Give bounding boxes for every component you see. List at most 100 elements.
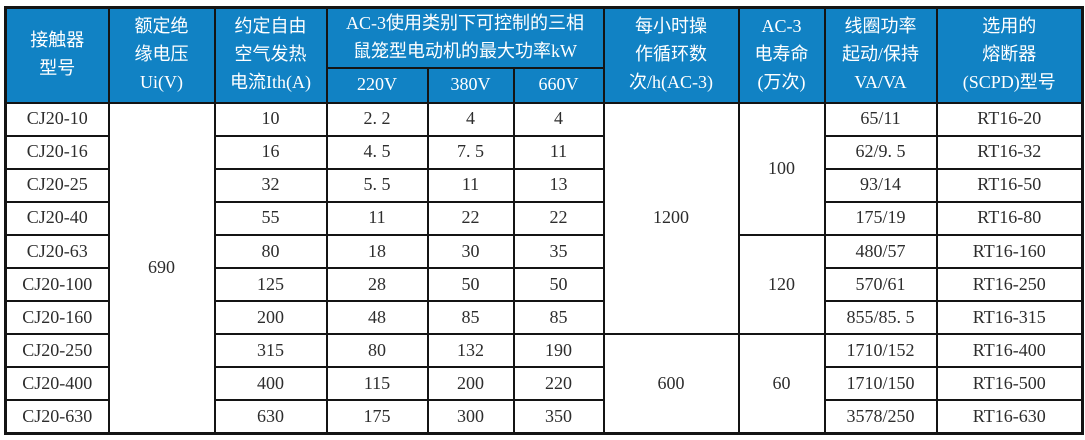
cell-p660: 350 — [512, 399, 605, 435]
contactor-spec-table: 接触器 型号 额定绝 缘电压 Ui(V) 约定自由 空气发热 电流Ith(A) … — [4, 6, 1085, 435]
cell-coil: 855/85. 5 — [823, 300, 938, 336]
cell-p380: 50 — [426, 266, 515, 303]
cell-fuse: RT16-315 — [935, 300, 1084, 336]
cell-p380: 200 — [426, 366, 515, 402]
cell-p380: 300 — [426, 399, 515, 435]
cell-ith: 80 — [213, 233, 328, 269]
table-row: CJ20-16 16 4. 5 7. 5 11 62/9. 5 RT16-32 — [4, 134, 1084, 170]
header-coil-power: 线圈功率 起动/保持 VA/VA — [823, 6, 938, 104]
cell-ith: 125 — [213, 266, 328, 303]
cell-cycles-600: 600 — [602, 333, 740, 435]
cell-p660: 4 — [512, 101, 605, 137]
cell-p220: 18 — [325, 233, 429, 269]
header-ac3-electrical-life: AC-3 电寿命 (万次) — [737, 6, 826, 104]
cell-p380: 7. 5 — [426, 134, 515, 170]
header-insulation-voltage: 额定绝 缘电压 Ui(V) — [107, 6, 216, 104]
cell-p660: 85 — [512, 300, 605, 336]
cell-coil: 3578/250 — [823, 399, 938, 435]
cell-ith: 32 — [213, 167, 328, 203]
table-row: CJ20-63 80 18 30 35 120 480/57 RT16-160 — [4, 233, 1084, 336]
cell-p660: 190 — [512, 333, 605, 369]
cell-fuse: RT16-32 — [935, 134, 1084, 170]
cell-p660: 13 — [512, 167, 605, 203]
cell-p220: 4. 5 — [325, 134, 429, 170]
cell-model: CJ20-16 — [4, 134, 110, 170]
cell-fuse: RT16-630 — [935, 399, 1084, 435]
cell-p220: 2. 2 — [325, 101, 429, 137]
cell-life-120: 120 — [737, 233, 826, 336]
cell-model: CJ20-100 — [4, 266, 110, 303]
cell-model: CJ20-400 — [4, 366, 110, 402]
table-row: CJ20-630 630 175 300 350 3578/250 RT16-6… — [4, 399, 1084, 435]
cell-p220: 11 — [325, 200, 429, 236]
cell-fuse: RT16-250 — [935, 266, 1084, 303]
cell-fuse: RT16-80 — [935, 200, 1084, 236]
cell-ith: 10 — [213, 101, 328, 137]
cell-life-100: 100 — [737, 101, 826, 236]
cell-model: CJ20-160 — [4, 300, 110, 336]
cell-coil: 175/19 — [823, 200, 938, 236]
header-row-1: 接触器 型号 额定绝 缘电压 Ui(V) 约定自由 空气发热 电流Ith(A) … — [4, 6, 1084, 104]
cell-coil: 1710/150 — [823, 366, 938, 402]
cell-fuse: RT16-500 — [935, 366, 1084, 402]
cell-p380: 85 — [426, 300, 515, 336]
cell-p660: 35 — [512, 233, 605, 269]
cell-model: CJ20-630 — [4, 399, 110, 435]
cell-p660: 11 — [512, 134, 605, 170]
header-fuse-model: 选用的 熔断器 (SCPD)型号 — [935, 6, 1084, 104]
cell-life-60: 60 — [737, 333, 826, 435]
cell-coil: 62/9. 5 — [823, 134, 938, 170]
cell-p220: 175 — [325, 399, 429, 435]
table-row: CJ20-25 32 5. 5 11 13 93/14 RT16-50 — [4, 167, 1084, 203]
header-thermal-current: 约定自由 空气发热 电流Ith(A) — [213, 6, 328, 104]
cell-coil: 480/57 — [823, 233, 938, 269]
header-ac3-power-group: AC-3使用类别下可控制的三相 鼠笼型电动机的最大功率kW — [325, 6, 605, 69]
table-row: CJ20-40 55 11 22 22 175/19 RT16-80 — [4, 200, 1084, 236]
table-row: CJ20-10 690 10 2. 2 4 4 1200 100 65/11 R… — [4, 101, 1084, 435]
cell-model: CJ20-63 — [4, 233, 110, 269]
cell-fuse: RT16-400 — [935, 333, 1084, 369]
cell-cycles-1200: 1200 — [602, 101, 740, 336]
cell-ith: 200 — [213, 300, 328, 336]
header-cycles-per-hour: 每小时操 作循环数 次/h(AC-3) — [602, 6, 740, 104]
cell-p660: 22 — [512, 200, 605, 236]
table-row: CJ20-250 315 80 132 190 600 60 1710/152 … — [4, 333, 1084, 435]
cell-fuse: RT16-160 — [935, 233, 1084, 269]
table-row: CJ20-160 200 48 85 85 855/85. 5 RT16-315 — [4, 300, 1084, 336]
cell-p380: 132 — [426, 333, 515, 369]
cell-p380: 22 — [426, 200, 515, 236]
cell-p380: 30 — [426, 233, 515, 269]
header-220v: 220V — [325, 66, 429, 104]
cell-p220: 5. 5 — [325, 167, 429, 203]
cell-p220: 115 — [325, 366, 429, 402]
cell-coil: 65/11 — [823, 101, 938, 137]
cell-ui-voltage: 690 — [107, 101, 216, 435]
cell-model: CJ20-40 — [4, 200, 110, 236]
cell-p380: 4 — [426, 101, 515, 137]
cell-coil: 1710/152 — [823, 333, 938, 369]
cell-ith: 400 — [213, 366, 328, 402]
cell-fuse: RT16-20 — [935, 101, 1084, 137]
cell-coil: 570/61 — [823, 266, 938, 303]
header-380v: 380V — [426, 66, 515, 104]
cell-p220: 80 — [325, 333, 429, 369]
cell-fuse: RT16-50 — [935, 167, 1084, 203]
cell-coil: 93/14 — [823, 167, 938, 203]
table-row: CJ20-400 400 115 200 220 1710/150 RT16-5… — [4, 366, 1084, 402]
cell-p380: 11 — [426, 167, 515, 203]
table-row: CJ20-100 125 28 50 50 570/61 RT16-250 — [4, 266, 1084, 303]
header-660v: 660V — [512, 66, 605, 104]
cell-p220: 48 — [325, 300, 429, 336]
cell-model: CJ20-25 — [4, 167, 110, 203]
cell-model: CJ20-10 — [4, 101, 110, 137]
cell-p660: 50 — [512, 266, 605, 303]
cell-ith: 16 — [213, 134, 328, 170]
header-contactor-model: 接触器 型号 — [4, 6, 110, 104]
cell-ith: 630 — [213, 399, 328, 435]
cell-model: CJ20-250 — [4, 333, 110, 369]
cell-p220: 28 — [325, 266, 429, 303]
header-row-2: 220V 380V 660V — [6, 66, 1083, 104]
cell-p660: 220 — [512, 366, 605, 402]
cell-ith: 55 — [213, 200, 328, 236]
